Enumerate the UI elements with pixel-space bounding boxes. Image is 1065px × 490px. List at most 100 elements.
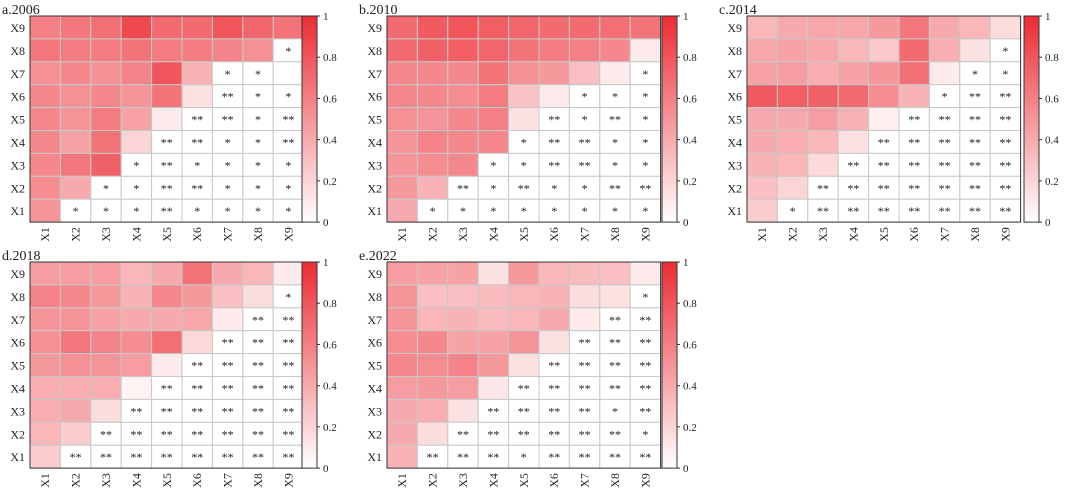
heatmap-cell [416,330,449,355]
colorbar-tick-label: 0.6 [323,339,337,351]
colorbar-tick-label: 1 [1045,11,1051,23]
significance-mark: ** [548,381,560,395]
heatmap-cell [508,330,540,355]
heatmap-cell [29,376,61,400]
heatmap-cell [477,330,510,355]
significance-mark: ** [878,158,890,172]
x-tick-label: X3 [456,227,470,242]
heatmap-cell [508,84,540,109]
heatmap-cell [59,61,92,86]
significance-mark: * [642,113,648,127]
x-tick-label: X8 [608,473,622,488]
heatmap-cell [151,15,183,40]
heatmap-cell [416,421,449,446]
significance-mark: * [225,158,231,172]
significance-mark: ** [939,113,951,127]
x-tick-label: X2 [426,473,440,488]
heatmap-cell [120,284,153,309]
significance-mark: * [790,204,796,218]
significance-mark: ** [548,404,560,418]
heatmap-cell [386,107,418,131]
colorbar-tick-label: 0.6 [323,93,337,105]
significance-mark: * [225,204,231,218]
x-tick-label: X6 [907,227,921,242]
heatmap-cell [746,198,778,223]
heatmap-cell [508,38,540,63]
heatmap-cell [508,107,540,131]
significance-mark: ** [282,404,294,418]
colorbar-tick-label: 0.4 [1045,135,1059,147]
significance-mark: ** [252,359,264,373]
significance-mark: ** [222,336,234,350]
significance-mark: ** [161,135,173,149]
y-tick-label: X4 [367,381,382,395]
heatmap-cell [386,198,418,223]
significance-mark: ** [191,113,203,127]
y-tick-label: X7 [367,313,382,327]
significance-mark: ** [579,404,591,418]
heatmap-cell [807,15,839,40]
y-tick-label: X9 [10,267,25,281]
significance-mark: ** [252,336,264,350]
heatmap-cell [538,284,570,309]
heatmap-cell [776,130,809,154]
significance-mark: ** [878,204,890,218]
heatmap-cell [837,61,870,86]
y-tick-label: X4 [367,135,382,149]
panel-title: c.2014 [719,3,757,18]
heatmap-cell [746,38,778,63]
heatmap-cell [447,61,479,86]
significance-mark: ** [999,135,1011,149]
heatmap-cell [29,15,61,40]
significance-mark: ** [282,381,294,395]
heatmap-cell [29,284,61,309]
significance-mark: * [285,44,291,58]
panel-border [386,261,662,469]
heatmap-cell [242,38,274,63]
colorbar-tick-label: 1 [683,11,689,23]
heatmap-cell [211,307,244,332]
significance-mark: ** [548,135,560,149]
significance-mark: ** [609,336,621,350]
significance-mark: * [582,204,588,218]
y-tick-label: X6 [10,90,25,104]
heatmap-cell [211,15,244,40]
x-tick-label: X7 [221,227,235,242]
significance-mark: * [133,204,139,218]
heatmap-cell [29,152,61,177]
x-tick-label: X7 [578,473,592,488]
significance-mark: ** [999,90,1011,104]
significance-mark: * [642,67,648,81]
y-tick-label: X5 [367,359,382,373]
x-tick-label: X7 [221,473,235,488]
heatmap-cell [746,107,778,131]
y-tick-label: X2 [727,181,742,195]
heatmap-cell [151,284,183,309]
heatmap-cell [807,130,839,154]
colorbar-tick-label: 0.8 [1045,52,1059,64]
colorbar-tick-label: 0.2 [1045,176,1059,188]
heatmap-cell [629,261,662,286]
y-tick-label: X3 [10,158,25,172]
heatmap-cell [416,152,449,177]
y-tick-label: X5 [10,113,25,127]
heatmap-cell [386,130,418,154]
colorbar-tick-label: 0.6 [683,339,697,351]
heatmap-cell [477,61,510,86]
significance-mark: * [521,158,527,172]
y-tick-label: X8 [10,44,25,58]
colorbar-tick-label: 0 [323,463,329,475]
heatmap-cell [837,84,870,109]
significance-mark: ** [191,427,203,441]
heatmap-cell [807,107,839,131]
significance-mark: * [942,90,948,104]
x-tick-label: X8 [608,227,622,242]
significance-mark: * [73,204,79,218]
y-tick-label: X9 [367,267,382,281]
significance-mark: ** [191,450,203,464]
heatmap-cell [538,38,570,63]
colorbar-tick-label: 0 [1045,217,1051,229]
panel-border [386,15,662,223]
y-tick-label: X8 [10,290,25,304]
heatmap-cell [568,61,601,86]
